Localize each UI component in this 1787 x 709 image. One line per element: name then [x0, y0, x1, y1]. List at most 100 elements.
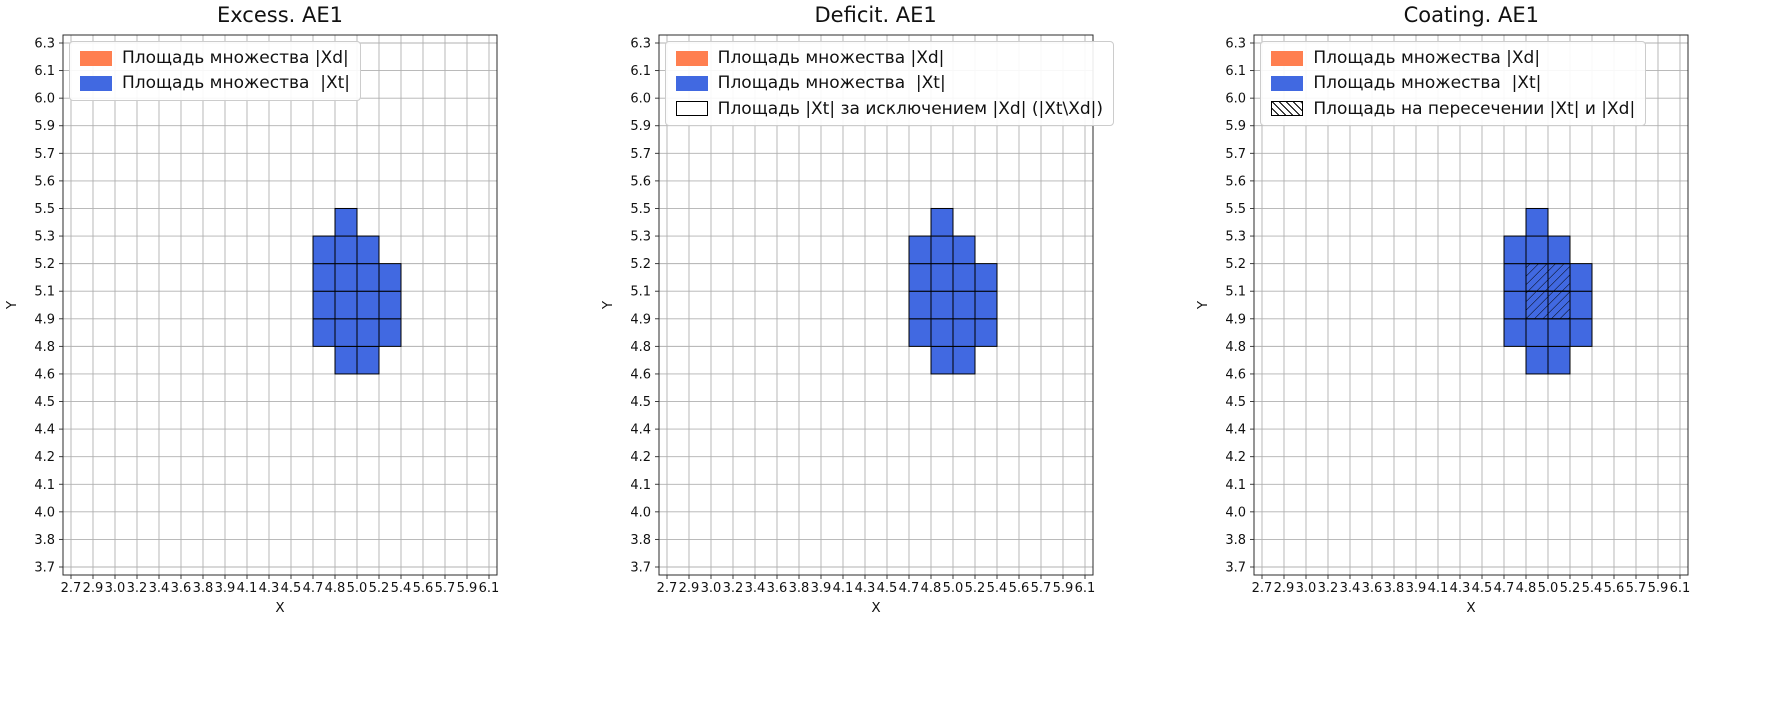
- y-tick-label: 6.1: [1226, 64, 1247, 79]
- xt-cell: [1503, 318, 1527, 347]
- y-tick-label: 6.0: [630, 92, 651, 107]
- xt-cell: [312, 263, 336, 292]
- x-tick-label: 5.7: [1626, 581, 1647, 596]
- y-tick-label: 3.7: [1226, 561, 1247, 576]
- y-tick-label: 6.3: [1226, 37, 1247, 52]
- x-tick-label: 5.9: [1648, 581, 1669, 596]
- legend: Площадь множества |Xd| Площадь множества …: [1260, 41, 1647, 127]
- xt-cell: [1525, 345, 1549, 375]
- legend-label: Площадь множества |Xt|: [122, 73, 351, 94]
- y-tick-label: 6.0: [34, 92, 55, 107]
- plot-canvas: 2.7 2.9 3.0 3.2 3.4 3.6 3.8 3.9 4.1 4.3 4.5 4.7 4.8 5…: [1195, 34, 1691, 616]
- x-tick-label: 4.1: [832, 581, 853, 596]
- x-tick-label: 3.4: [1340, 581, 1361, 596]
- y-tick-label: 3.8: [1226, 533, 1247, 548]
- y-tick-label: 5.9: [34, 119, 55, 134]
- y-tick-label: 4.9: [630, 312, 651, 327]
- xt-cell: [1547, 345, 1571, 375]
- y-tick-label: 4.5: [34, 395, 55, 410]
- x-tick-label: 5.2: [369, 581, 390, 596]
- x-tick-label: 3.9: [810, 581, 831, 596]
- y-tick-label: 5.7: [630, 147, 651, 162]
- plot-title: Deficit. AE1: [814, 3, 937, 27]
- x-tick-label: 3.0: [1296, 581, 1317, 596]
- x-axis-label: X: [1467, 600, 1476, 616]
- xt-cell: [908, 290, 932, 320]
- x-tick-label: 4.8: [1516, 581, 1537, 596]
- y-tick-label: 4.4: [1226, 423, 1247, 438]
- x-tick-label: 4.8: [325, 581, 346, 596]
- y-tick-label: 5.5: [1226, 202, 1247, 217]
- x-tick-label: 3.0: [105, 581, 126, 596]
- y-tick-label: 6.0: [1226, 92, 1247, 107]
- legend-swatch-xd: [80, 50, 112, 66]
- x-tick-label: 4.5: [281, 581, 302, 596]
- xt-cell: [952, 263, 976, 292]
- plot-canvas: 2.7 2.9 3.0 3.2 3.4 3.6 3.8 3.9 4.1 4.3 4.5 4.7 4.8 5…: [4, 34, 499, 616]
- xt-cell: [908, 263, 932, 292]
- xt-cell: [930, 318, 954, 347]
- x-tick-label: 3.9: [215, 581, 236, 596]
- xt-cell: [1569, 290, 1593, 320]
- xt-cell: [1503, 290, 1527, 320]
- xt-cell: [334, 345, 358, 375]
- xt-cell: [1525, 235, 1549, 265]
- x-tick-label: 3.4: [149, 581, 170, 596]
- intersection-hatch-cell: [1547, 290, 1571, 320]
- y-tick-label: 3.8: [34, 533, 55, 548]
- legend-label: Площадь множества |Xd|: [717, 48, 945, 68]
- xt-cell: [334, 318, 358, 347]
- y-tick-label: 4.6: [630, 367, 651, 382]
- plot-title: Excess. AE1: [216, 3, 344, 27]
- x-tick-label: 4.5: [876, 581, 897, 596]
- y-tick-label: 4.6: [1226, 367, 1247, 382]
- y-tick-label: 4.5: [630, 395, 651, 410]
- xt-cell: [334, 290, 358, 320]
- xt-cell: [334, 263, 358, 292]
- y-tick-label: 6.3: [630, 37, 651, 52]
- xt-cell: [1547, 318, 1571, 347]
- y-tick-label: 4.4: [34, 423, 55, 438]
- y-tick-label: 5.9: [630, 119, 651, 134]
- legend-swatch-hatch: [1271, 101, 1304, 117]
- intersection-hatch-cell: [1525, 290, 1549, 320]
- y-tick-label: 5.2: [1226, 257, 1247, 272]
- y-tick-label: 5.3: [630, 230, 651, 245]
- legend-label: Площадь |Xt| за исключением |Xd| (|Xt\Xd…: [717, 98, 1104, 119]
- y-tick-label: 4.1: [34, 478, 55, 493]
- y-tick-label: 4.5: [1226, 395, 1247, 410]
- y-tick-label: 5.3: [1226, 230, 1247, 245]
- xt-cell: [974, 290, 998, 320]
- legend-entry: Площадь множества |Xd|: [80, 48, 350, 68]
- x-tick-label: 3.6: [1362, 581, 1383, 596]
- x-tick-label: 3.2: [722, 581, 743, 596]
- xt-cell: [1569, 263, 1593, 292]
- xt-cell: [952, 235, 976, 265]
- x-tick-label: 2.9: [1274, 581, 1295, 596]
- y-axis-label: Y: [1195, 300, 1211, 310]
- x-tick-label: 6.1: [1074, 581, 1095, 596]
- y-tick-label: 5.5: [34, 202, 55, 217]
- y-axis-label: Y: [600, 300, 616, 310]
- plot-border: [1253, 34, 1689, 576]
- x-tick-label: 5.2: [1560, 581, 1581, 596]
- legend-entry: Площадь множества |Xd|: [675, 48, 1103, 68]
- y-tick-label: 5.1: [34, 285, 55, 300]
- x-tick-label: 4.7: [1494, 581, 1515, 596]
- x-tick-label: 5.6: [1604, 581, 1625, 596]
- y-tick-label: 3.7: [34, 561, 55, 576]
- x-axis-label: X: [871, 600, 880, 616]
- y-tick-label: 4.9: [1226, 312, 1247, 327]
- xt-cell: [312, 318, 336, 347]
- legend-entry: Площадь множества |Xt|: [1271, 73, 1635, 93]
- y-tick-label: 4.6: [34, 367, 55, 382]
- x-tick-label: 2.7: [656, 581, 677, 596]
- xt-cell: [356, 345, 380, 375]
- x-tick-label: 2.9: [678, 581, 699, 596]
- x-tick-label: 3.6: [171, 581, 192, 596]
- y-tick-label: 4.4: [630, 423, 651, 438]
- x-axis-label: X: [275, 600, 284, 616]
- plot-border: [62, 34, 498, 576]
- y-tick-label: 5.1: [1226, 285, 1247, 300]
- xt-cell: [930, 290, 954, 320]
